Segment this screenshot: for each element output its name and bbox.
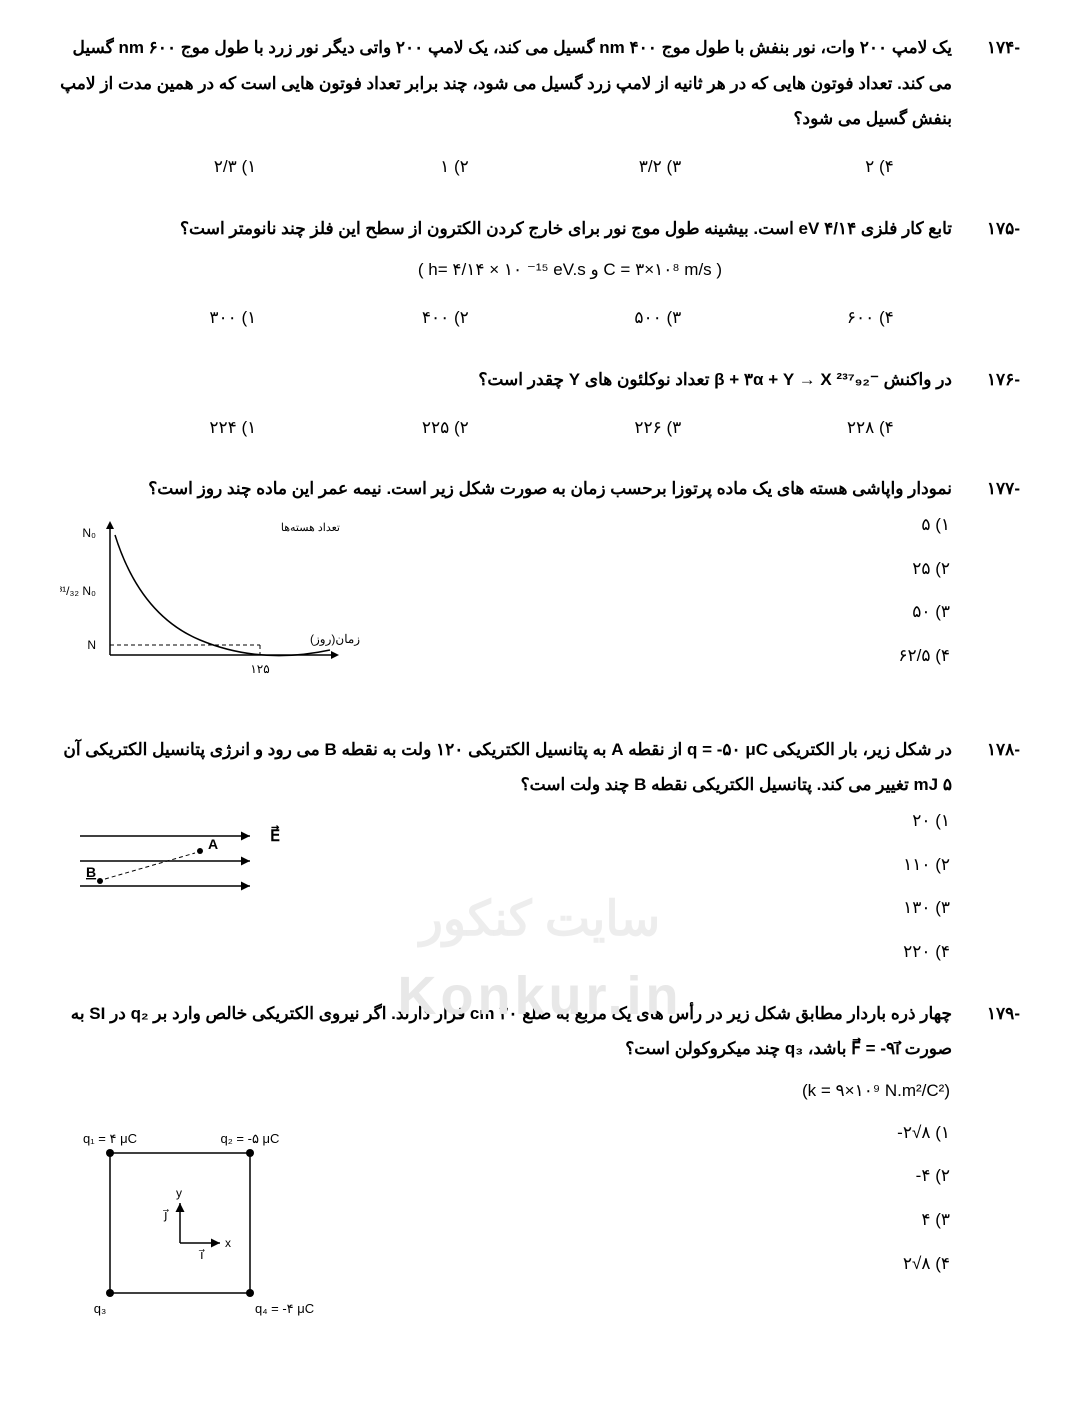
q178-opt4: ۴) ۲۲۰ (330, 934, 950, 970)
q174-opt1: ۱) ۲/۳ (156, 149, 256, 185)
q175-number: -۱۷۵ (968, 211, 1020, 247)
q176-text: در واکنش ⁻β + ۳α + Y → X ²³⁷₉₂ تعداد نوک… (60, 362, 952, 398)
q179-opt3: ۳) ۴ (360, 1202, 950, 1238)
q174-opt2: ۲) ۱ (369, 149, 469, 185)
q176-opt4: ۴) ۲۲۸ (794, 410, 894, 446)
field-svg: E⃗ A B (60, 811, 310, 921)
q177-opt3: ۳) ۵۰ (380, 594, 950, 630)
q176-opt2: ۲) ۲۲۵ (369, 410, 469, 446)
q174-text: یک لامپ ۲۰۰ وات، نور بنفش با طول موج ۴۰۰… (60, 30, 952, 137)
q178-number: -۱۷۸ (968, 732, 1020, 768)
decay-y-top: N₀ (82, 526, 96, 540)
q178-field-diagram: E⃗ A B (60, 811, 310, 934)
question-179: -۱۷۹ چهار ذره باردار مطابق شکل زیر در رأ… (60, 996, 1020, 1354)
question-175: -۱۷۵ تابع کار فلزی ۴/۱۴ eV است. بیشینه ط… (60, 211, 1020, 336)
q174-number: -۱۷۴ (968, 30, 1020, 66)
q178-text: در شکل زیر، بار الکتریکی q = -۵۰ μC از ن… (60, 732, 952, 803)
decay-x-label: زمان(روز) (310, 632, 360, 646)
q178-opt2: ۲) ۱۱۰ (330, 847, 950, 883)
q179-square-diagram: q₁ = ۴ μC q₂ = -۵ μC q₃ q₄ = -۴ μC x y i… (60, 1123, 340, 1346)
q176-opt1: ۱) ۲۲۴ (156, 410, 256, 446)
q177-opt4: ۴) ۶۲/۵ (380, 638, 950, 674)
question-178: -۱۷۸ در شکل زیر، بار الکتریکی q = -۵۰ μC… (60, 732, 1020, 970)
square-svg: q₁ = ۴ μC q₂ = -۵ μC q₃ q₄ = -۴ μC x y i… (60, 1123, 340, 1333)
q177-number: -۱۷۷ (968, 471, 1020, 507)
q175-opt1: ۱) ۳۰۰ (156, 300, 256, 336)
sq-q4: q₄ = -۴ μC (255, 1301, 314, 1316)
q179-constants: (k = ۹×۱۰⁹ N.m²/C²) (60, 1073, 1020, 1109)
q179-opt4: ۴) ۸√۲ (360, 1246, 950, 1282)
q179-opt1: ۱) ۸√۲- (360, 1115, 950, 1151)
sq-q3: q₃ (94, 1301, 107, 1316)
q179-opt2: ۲) ۴- (360, 1158, 950, 1194)
field-A-label: A (208, 836, 218, 852)
field-B-label: B (86, 864, 96, 880)
axis-x: x (225, 1236, 231, 1250)
question-174: -۱۷۴ یک لامپ ۲۰۰ وات، نور بنفش با طول مو… (60, 30, 1020, 185)
decay-curve-svg: N₀ ³¹/₃₂ N₀ N ۱۲۵ زمان(روز) تعداد هسته‌ه… (60, 515, 360, 685)
q179-text: چهار ذره باردار مطابق شکل زیر در رأس های… (60, 996, 952, 1067)
sq-q1: q₁ = ۴ μC (83, 1131, 137, 1146)
decay-y-mid: ³¹/₃₂ N₀ (60, 584, 96, 598)
q176-number: -۱۷۶ (968, 362, 1020, 398)
axis-y: y (176, 1186, 182, 1200)
question-177: -۱۷۷ نمودار واپاشی هسته های یک ماده پرتو… (60, 471, 1020, 705)
q175-opt4: ۴) ۶۰۰ (794, 300, 894, 336)
q179-number: -۱۷۹ (968, 996, 1020, 1032)
q177-decay-chart: N₀ ³¹/₃₂ N₀ N ۱۲۵ زمان(روز) تعداد هسته‌ه… (60, 515, 360, 698)
axis-i: i⃗ (198, 1247, 205, 1262)
decay-x-tick: ۱۲۵ (250, 662, 269, 676)
q178-opt1: ۱) ۲۰ (330, 803, 950, 839)
q175-text: تابع کار فلزی ۴/۱۴ eV است. بیشینه طول مو… (60, 211, 952, 247)
q175-constants: ( h= ۴/۱۴ × ۱۰ ⁻¹⁵ eV.s و C = ۳×۱۰⁸ m/s … (60, 252, 1020, 288)
q178-opt3: ۳) ۱۳۰ (330, 890, 950, 926)
q177-text: نمودار واپاشی هسته های یک ماده پرتوزا بر… (60, 471, 952, 507)
decay-y-bot: N (87, 638, 96, 652)
field-E-label: E⃗ (270, 825, 280, 845)
axis-j: j⃗ (162, 1207, 169, 1222)
q175-opt3: ۳) ۵۰۰ (581, 300, 681, 336)
q175-opt2: ۲) ۴۰۰ (369, 300, 469, 336)
q174-opt4: ۴) ۲ (794, 149, 894, 185)
q176-opt3: ۳) ۲۲۶ (581, 410, 681, 446)
q177-opt1: ۱) ۵ (380, 507, 950, 543)
q174-opt3: ۳) ۳/۲ (581, 149, 681, 185)
decay-y-axis-label: تعداد هسته‌ها (281, 522, 340, 534)
q177-opt2: ۲) ۲۵ (380, 551, 950, 587)
sq-q2: q₂ = -۵ μC (221, 1131, 280, 1146)
question-176: -۱۷۶ در واکنش ⁻β + ۳α + Y → X ²³⁷₉₂ تعدا… (60, 362, 1020, 445)
